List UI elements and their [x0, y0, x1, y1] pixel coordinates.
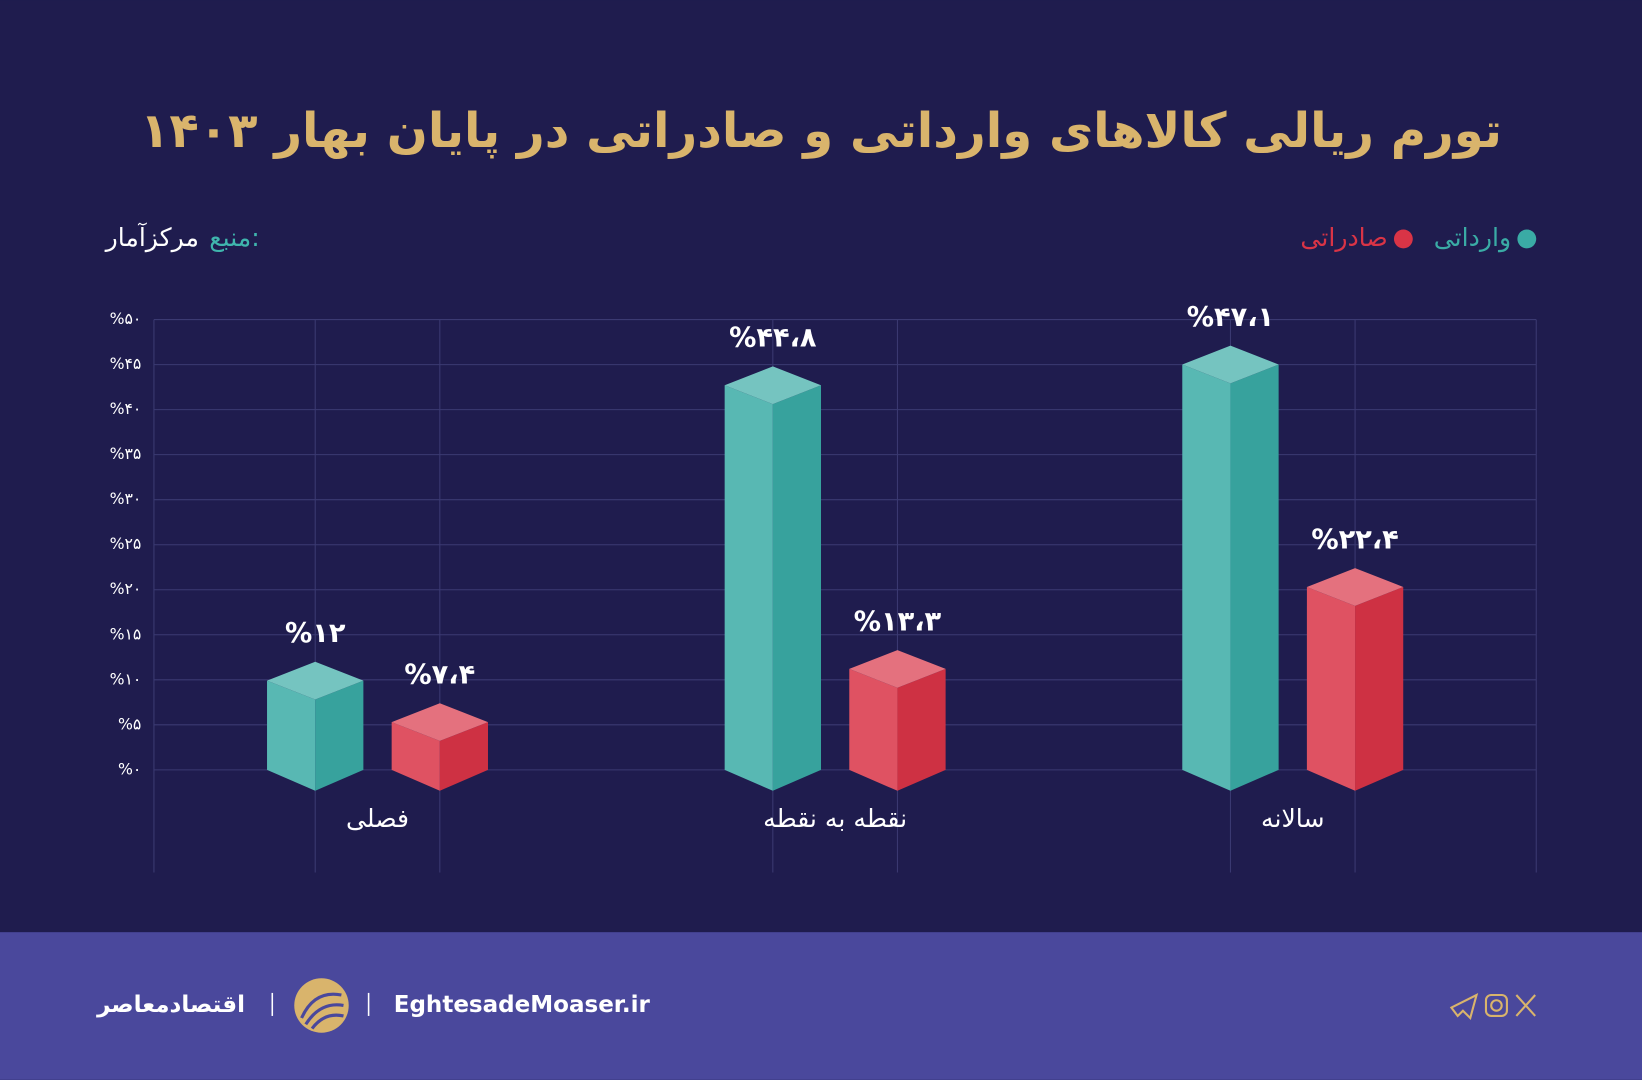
bar-face: [1306, 586, 1356, 791]
footer-band: [0, 932, 1642, 1080]
legend-label: صادراتی: [1300, 223, 1387, 252]
y-tick-label: %۱۵: [110, 624, 142, 643]
bar-face: [849, 668, 898, 791]
data-label: %۱۲: [285, 618, 346, 649]
bar-face: [391, 703, 488, 741]
bar-face: [897, 668, 946, 791]
y-tick-label: %۲۵: [110, 534, 142, 553]
y-tick-label: %۳۵: [110, 444, 142, 463]
source: مرکزآمار: [104, 222, 199, 253]
bar: [849, 650, 946, 791]
y-tick-label: %۵۰: [110, 309, 142, 328]
bar-face: [267, 680, 316, 791]
bar-face: [1355, 586, 1404, 791]
y-tick-label: %۲۰: [110, 579, 142, 598]
bar: [391, 703, 488, 791]
bar: [724, 366, 821, 791]
data-label: %۲۲،۴: [1311, 524, 1398, 555]
x-tick-label: فصلی: [346, 804, 409, 833]
footer-brand: اقتصادمعاصر: [96, 992, 245, 1018]
footer-site: EghtesadeMoaser.ir: [394, 992, 651, 1018]
bar-face: [391, 722, 440, 791]
bar: [1182, 345, 1279, 791]
bar: [1306, 568, 1404, 791]
bar-face: [1230, 364, 1279, 791]
legend-marker: [1517, 229, 1537, 249]
data-label: %۱۳،۳: [854, 606, 942, 637]
y-tick-label: %۴۵: [110, 354, 142, 373]
logo-mark: [300, 992, 344, 1030]
data-label: %۷،۴: [404, 659, 475, 690]
bar: [267, 661, 364, 791]
bar-face: [724, 385, 773, 791]
bar-face: [1306, 568, 1404, 606]
y-tick-label: %۴۰: [110, 399, 142, 418]
social-icons: [1449, 993, 1536, 1021]
legend-label: وارداتی: [1434, 223, 1511, 253]
bar-face: [315, 680, 364, 791]
bar-face: [849, 650, 946, 688]
legend-marker: [1393, 229, 1413, 249]
x-tick-label: نقطه به نقطه: [763, 804, 907, 833]
y-tick-label: %۳۰: [110, 489, 142, 508]
chart-title: تورم ریالی کالاهای وارداتی و صادراتی در …: [140, 103, 1502, 159]
y-tick-label: %۰: [118, 759, 141, 778]
bar-face: [1182, 364, 1231, 791]
bar-face: [439, 722, 488, 791]
bar-face: [724, 366, 821, 405]
y-tick-label: %۵: [118, 714, 141, 733]
data-label: %۴۷،۱: [1187, 302, 1274, 333]
x-tick-label: سالانه: [1261, 804, 1325, 833]
bar-face: [772, 385, 821, 791]
data-label: %۴۴،۸: [729, 323, 817, 354]
source-label: منبع:: [209, 223, 259, 253]
y-tick-label: %۱۰: [110, 669, 142, 688]
